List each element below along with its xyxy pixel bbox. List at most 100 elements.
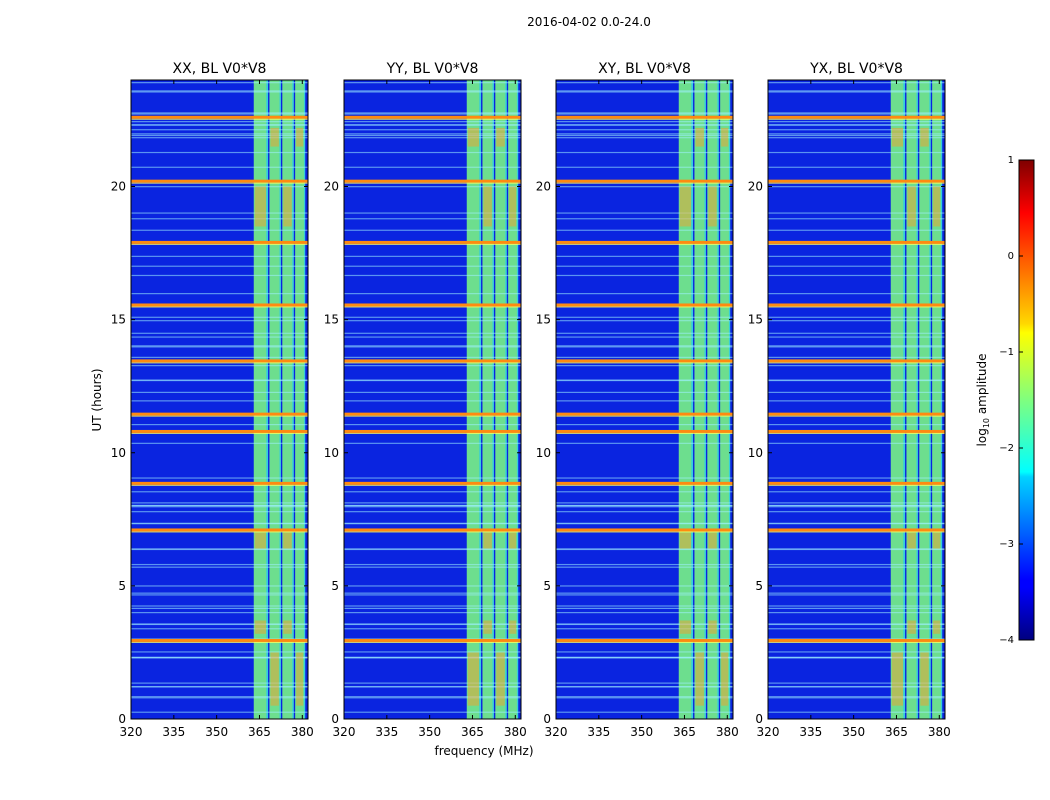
rfi-burst [721,127,729,147]
faint-rfi-line [768,607,945,610]
faint-rfi-line [344,186,521,188]
strong-rfi-line [768,303,945,307]
faint-rfi-line [344,442,521,444]
strong-rfi-line-edge [344,484,521,486]
faint-rfi-line [344,594,521,596]
rfi-burst [907,532,916,549]
rfi-burst [721,652,729,706]
faint-rfi-line [768,566,945,568]
rfi-band-edge [292,80,294,719]
panel-4: YX, BL V0*V8 320 335 350 365 380 0 5 10 15 20 [748,61,951,739]
strong-rfi-line [131,240,308,244]
rfi-burst [679,186,692,227]
rfi-burst [933,620,941,634]
faint-rfi-line [344,548,521,551]
strong-rfi-line-edge [556,432,733,434]
faint-rfi-line [131,332,308,334]
x-tick-label: 335 [799,725,822,739]
faint-rfi-line [768,504,945,507]
strong-rfi-line [768,638,945,642]
faint-rfi-line [768,82,945,84]
faint-rfi-line [768,511,945,513]
faint-rfi-line [344,218,521,220]
faint-rfi-line [768,166,945,168]
faint-rfi-line [768,522,945,524]
faint-rfi-line [344,623,521,625]
faint-rfi-line [768,151,945,154]
faint-rfi-line [556,491,733,493]
faint-rfi-line [768,697,945,699]
faint-rfi-line [556,151,733,154]
faint-rfi-line [344,651,521,653]
faint-rfi-line [131,502,308,504]
rfi-band-edge [903,80,906,719]
strong-rfi-line-edge [131,243,308,245]
faint-rfi-line [344,356,521,358]
strong-rfi-line [131,303,308,307]
x-tick-label: 320 [333,725,356,739]
faint-rfi-line [768,548,945,551]
strong-rfi-line-edge [768,182,945,184]
strong-rfi-line-edge [556,531,733,533]
rfi-burst [283,620,292,634]
faint-rfi-line [131,686,308,688]
rfi-band [466,80,482,719]
faint-rfi-line [768,711,945,713]
faint-rfi-line [131,651,308,653]
rfi-band-edge [303,80,306,719]
faint-rfi-line [768,293,945,295]
y-tick-label: 15 [111,313,126,327]
strong-rfi-line [131,412,308,416]
x-tick-label: 320 [545,725,568,739]
faint-rfi-line [556,400,733,402]
colorbar: 1 0 −1 −2 −3 −4 log10 amplitude [975,155,1035,646]
strong-rfi-line-edge [768,415,945,417]
faint-rfi-line [344,656,521,658]
faint-rfi-line [344,566,521,568]
rfi-band [720,80,731,719]
faint-rfi-line [556,628,733,630]
rfi-band-edge [279,80,281,719]
strong-rfi-line-edge [344,118,521,120]
faint-rfi-line [131,137,308,139]
faint-rfi-line [768,594,945,596]
faint-rfi-line [131,112,308,114]
faint-rfi-line [768,379,945,381]
faint-rfi-line [344,424,521,426]
panel-image [768,80,945,719]
strong-rfi-line [556,481,733,485]
x-tick-label: 350 [205,725,228,739]
y-tick-label: 10 [748,446,763,460]
faint-rfi-line [556,90,733,92]
faint-rfi-line [768,229,945,231]
strong-rfi-line [556,240,733,244]
faint-rfi-line [556,134,733,137]
faint-rfi-line [768,696,945,698]
faint-rfi-line [768,628,945,630]
strong-rfi-line-edge [131,432,308,434]
faint-rfi-line [768,212,945,214]
faint-rfi-line [131,697,308,699]
faint-rfi-line [556,605,733,607]
faint-rfi-line [556,379,733,381]
faint-rfi-line [131,548,308,551]
faint-rfi-line [768,612,945,614]
faint-rfi-line [131,682,308,684]
y-tick-label: 0 [331,712,339,726]
faint-rfi-line [344,151,521,154]
spectrogram-background [131,80,308,719]
faint-rfi-line [344,682,521,684]
faint-rfi-line [768,356,945,358]
strong-rfi-line-edge [556,641,733,643]
faint-rfi-line [131,491,308,493]
faint-rfi-line [131,229,308,231]
faint-rfi-line [131,365,308,367]
faint-rfi-line [768,345,945,347]
faint-rfi-line [131,612,308,614]
faint-rfi-line [768,129,945,131]
strong-rfi-line-edge [131,484,308,486]
y-tick-label: 5 [331,579,339,593]
y-tick-label: 10 [536,446,551,460]
faint-rfi-line [344,477,521,479]
faint-rfi-line [131,356,308,358]
